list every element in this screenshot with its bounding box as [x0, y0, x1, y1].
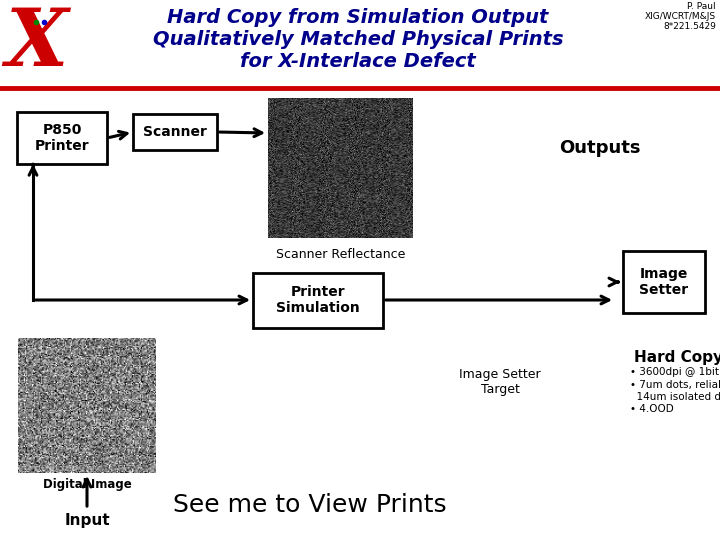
Bar: [253, 273, 383, 327]
Bar: [623, 251, 705, 313]
Text: P850
Printer: P850 Printer: [35, 123, 89, 153]
Text: Qualitatively Matched Physical Prints: Qualitatively Matched Physical Prints: [153, 30, 563, 49]
Text: Outputs: Outputs: [559, 139, 641, 157]
Bar: [133, 114, 217, 150]
Text: 8*221.5429: 8*221.5429: [663, 22, 716, 31]
Text: Hard Copy from Simulation Output: Hard Copy from Simulation Output: [167, 8, 549, 27]
Text: X: X: [5, 5, 67, 83]
Text: See me to View Prints: See me to View Prints: [174, 493, 447, 517]
Text: for X-Interlace Defect: for X-Interlace Defect: [240, 52, 476, 71]
Text: Scanner Reflectance: Scanner Reflectance: [276, 248, 405, 261]
Text: • 7um dots, reliable: • 7um dots, reliable: [630, 380, 720, 390]
Text: XIG/WCRT/M&JS: XIG/WCRT/M&JS: [645, 12, 716, 21]
Text: • 4.OOD: • 4.OOD: [630, 404, 674, 414]
Text: Digital Image: Digital Image: [42, 478, 131, 491]
Text: Input: Input: [64, 513, 110, 528]
Text: Printer
Simulation: Printer Simulation: [276, 285, 360, 315]
Text: 14um isolated dots: 14um isolated dots: [630, 392, 720, 402]
Text: Image
Setter: Image Setter: [639, 267, 688, 297]
Bar: [17, 112, 107, 164]
Text: P. Paul: P. Paul: [688, 2, 716, 11]
Text: • 3600dpi @ 1bit: • 3600dpi @ 1bit: [630, 367, 719, 377]
Text: Image Setter
Target: Image Setter Target: [459, 368, 541, 396]
Text: Hard Copy: Hard Copy: [634, 350, 720, 365]
Text: Scanner: Scanner: [143, 125, 207, 139]
